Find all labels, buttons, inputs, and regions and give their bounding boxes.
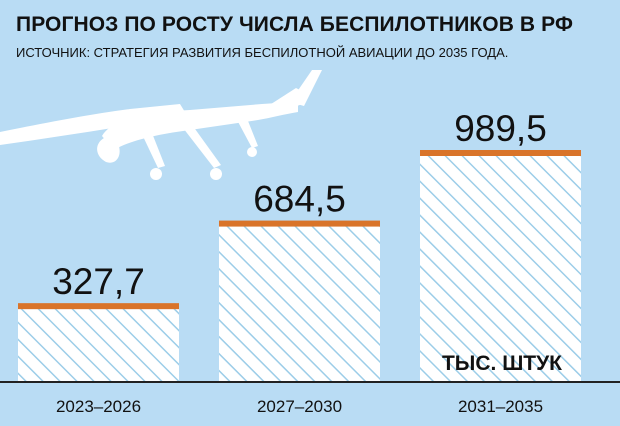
bar-2 xyxy=(219,223,380,382)
drone-silhouette-icon xyxy=(0,70,322,180)
bar-1 xyxy=(18,306,179,382)
bar-cap-3 xyxy=(420,150,581,156)
bar-caps-group xyxy=(18,150,581,310)
category-label-3: 2031–2035 xyxy=(458,397,543,416)
bar-3 xyxy=(420,153,581,382)
unit-label: ТЫС. ШТУК xyxy=(442,352,562,375)
category-labels-group: 2023–2026 2027–2030 2031–2035 xyxy=(56,397,543,416)
category-label-1: 2023–2026 xyxy=(56,397,141,416)
chart-source-note: ИСТОЧНИК: СТРАТЕГИЯ РАЗВИТИЯ БЕСПИЛОТНОЙ… xyxy=(16,45,509,60)
category-label-2: 2027–2030 xyxy=(257,397,342,416)
bar-cap-1 xyxy=(18,303,179,310)
bars-group xyxy=(18,153,581,382)
bar-value-label-1: 327,7 xyxy=(52,261,145,302)
bar-value-label-3: 989,5 xyxy=(454,108,547,149)
bar-value-label-2: 684,5 xyxy=(253,179,346,220)
value-labels-group: 327,7 684,5 989,5 xyxy=(52,108,547,302)
bar-cap-2 xyxy=(219,220,380,227)
chart-title: ПРОГНОЗ ПО РОСТУ ЧИСЛА БЕСПИЛОТНИКОВ В Р… xyxy=(16,13,573,36)
